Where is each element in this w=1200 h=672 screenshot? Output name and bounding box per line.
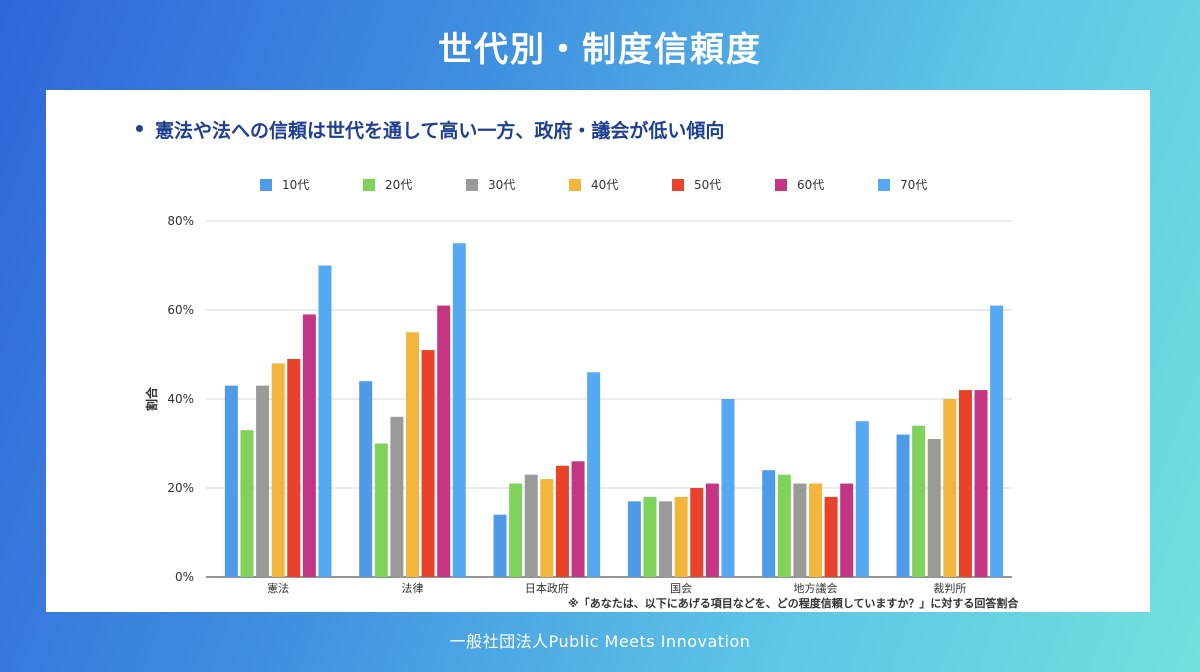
legend-label: 70代	[900, 178, 928, 192]
bar-10代-裁判所	[896, 434, 910, 577]
bar-50代-地方議会	[824, 496, 838, 577]
y-tick-label: 20%	[167, 481, 194, 495]
legend-item: 10代	[260, 176, 309, 193]
bar-10代-国会	[627, 501, 641, 577]
legend-swatch	[569, 178, 581, 191]
legend-label: 60代	[797, 178, 825, 192]
legend-label: 40代	[591, 178, 619, 192]
y-tick-label: 80%	[167, 214, 194, 228]
bar-70代-憲法	[318, 265, 332, 577]
bar-60代-憲法	[302, 314, 316, 577]
chart-panel: 憲法や法への信頼は世代を通して高い一方、政府・議会が低い傾向 10代 20代 30代…	[46, 90, 1150, 612]
bar-50代-憲法	[287, 358, 301, 577]
y-tick-label: 0%	[175, 570, 194, 584]
legend-item: 20代	[363, 176, 412, 193]
y-axis-label: 割合	[144, 386, 159, 411]
bar-20代-法律	[374, 443, 388, 577]
bar-30代-地方議会	[793, 483, 807, 577]
legend-label: 50代	[694, 178, 722, 192]
legend-label: 10代	[282, 178, 310, 192]
bar-30代-日本政府	[524, 474, 538, 577]
bar-20代-憲法	[240, 430, 254, 577]
bar-60代-地方議会	[840, 483, 854, 577]
bar-10代-日本政府	[493, 514, 507, 577]
bar-70代-地方議会	[855, 421, 869, 577]
legend-swatch	[260, 178, 272, 191]
bar-40代-裁判所	[943, 399, 957, 577]
bar-70代-裁判所	[990, 305, 1004, 577]
legend-item: 30代	[466, 176, 515, 193]
bar-40代-国会	[674, 496, 688, 577]
x-tick-label: 法律	[402, 581, 424, 595]
bar-70代-国会	[721, 399, 735, 577]
x-tick-label: 地方議会	[794, 581, 838, 595]
bar-50代-日本政府	[555, 465, 569, 577]
bar-60代-裁判所	[974, 390, 988, 577]
bar-30代-法律	[390, 416, 404, 577]
bullet-point: 憲法や法への信頼は世代を通して高い一方、政府・議会が低い傾向	[136, 116, 724, 143]
bar-10代-憲法	[224, 385, 238, 577]
bar-40代-地方議会	[809, 483, 822, 577]
x-tick-label: 裁判所	[933, 582, 966, 595]
bar-30代-憲法	[256, 385, 270, 577]
bar-20代-地方議会	[777, 474, 791, 577]
slide-title: 世代別・制度信頼度	[438, 30, 762, 70]
bar-70代-日本政府	[587, 372, 601, 577]
bar-50代-裁判所	[958, 390, 972, 577]
legend-swatch	[878, 178, 890, 191]
bar-40代-日本政府	[540, 479, 554, 577]
footer-organization: 一般社団法人Public Meets Innovation	[449, 632, 751, 651]
bar-40代-憲法	[271, 363, 285, 577]
legend-swatch	[466, 178, 478, 191]
bar-70代-法律	[452, 243, 466, 577]
legend-label: 20代	[385, 178, 413, 192]
legend-swatch	[363, 178, 375, 191]
bullet-text: 憲法や法への信頼は世代を通して高い一方、政府・議会が低い傾向	[155, 120, 725, 142]
legend-label: 30代	[488, 178, 516, 192]
x-tick-label: 憲法	[267, 581, 289, 595]
legend-item: 60代	[775, 176, 824, 193]
bar-40代-法律	[406, 332, 419, 577]
legend-item: 40代	[569, 176, 618, 193]
x-tick-label: 国会	[670, 582, 692, 595]
footnote: ※「あなたは、以下にあげる項目などを、どの程度信頼していますか？」に対する回答割…	[568, 597, 1019, 610]
bar-50代-国会	[690, 488, 704, 577]
bar-60代-国会	[705, 483, 719, 577]
x-tick-label: 日本政府	[525, 581, 569, 595]
bar-20代-裁判所	[912, 425, 926, 577]
bar-20代-日本政府	[509, 483, 523, 577]
legend-item: 70代	[878, 176, 927, 193]
legend-item: 50代	[672, 176, 721, 193]
legend-swatch	[775, 178, 787, 191]
bullet-dot-icon	[136, 125, 143, 132]
bar-50代-法律	[421, 350, 435, 577]
y-tick-label: 60%	[167, 303, 194, 317]
bar-20代-国会	[643, 496, 657, 577]
bar-30代-国会	[659, 501, 673, 577]
y-tick-label: 40%	[167, 392, 194, 406]
bar-60代-法律	[437, 305, 451, 577]
bar-30代-裁判所	[927, 439, 941, 577]
bar-10代-地方議会	[762, 470, 776, 577]
bar-60代-日本政府	[571, 461, 585, 577]
bar-10代-法律	[359, 381, 373, 577]
legend-swatch	[672, 178, 684, 191]
